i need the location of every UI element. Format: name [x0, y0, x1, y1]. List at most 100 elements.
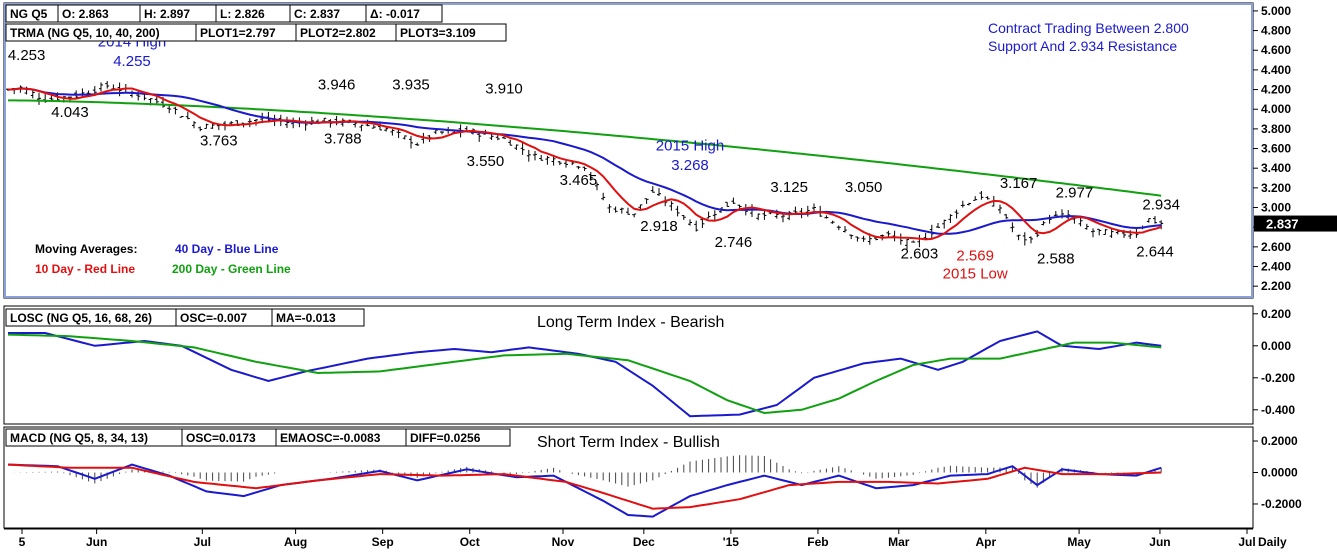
y-tick-label: -0.400 [1261, 403, 1295, 417]
macd-diff: DIFF=0.0256 [410, 431, 481, 445]
legend-40-day: 40 Day - Blue Line [175, 242, 279, 256]
losc-lines [7, 330, 1162, 418]
y-tick-label: 3.000 [1261, 201, 1291, 215]
plot2-label: PLOT2=2.802 [300, 26, 376, 40]
price-label: 3.550 [467, 153, 505, 170]
macd-signal-line [7, 463, 1162, 510]
macd-diff-box [405, 428, 511, 447]
macd-emaosc: EMAOSC=-0.0083 [280, 431, 381, 445]
losc-osc: OSC=-0.007 [180, 311, 247, 325]
macd-osc: OSC=0.0173 [186, 431, 256, 445]
info-high: H: 2.897 [144, 7, 190, 21]
x-tick-label: Jul [1238, 535, 1255, 549]
price-panel-frame [3, 2, 1254, 299]
losc-axis: 0.200 0.000 -0.200 -0.400 [1253, 307, 1295, 417]
price-label: 2015 High [656, 138, 724, 155]
x-tick-label: Aug [284, 535, 307, 549]
plot3-label: PLOT3=3.109 [400, 26, 476, 40]
price-label: 3.268 [671, 157, 709, 174]
price-label: 4.043 [51, 104, 89, 121]
ma-200-line [8, 99, 1162, 197]
y-tick-label: 4.000 [1261, 102, 1291, 116]
plot1-label: PLOT1=2.797 [200, 26, 276, 40]
y-tick-label: -0.200 [1261, 371, 1295, 385]
price-label: 3.788 [324, 131, 362, 148]
x-tick-label: Jun [1149, 535, 1170, 549]
trma-label: TRMA (NG Q5, 10, 40, 200) [10, 26, 160, 40]
y-tick-label: 4.600 [1261, 43, 1291, 57]
y-tick-label: 3.200 [1261, 181, 1291, 195]
info-low: L: 2.826 [220, 7, 265, 21]
price-label: 2015 Low [943, 265, 1008, 282]
losc-title: Long Term Index - Bearish [537, 314, 724, 331]
info-change-box [365, 4, 443, 23]
macd-line [7, 463, 1162, 518]
info-row-2: TRMA (NG Q5, 10, 40, 200) PLOT1=2.797 PL… [5, 23, 507, 42]
x-tick-label: Nov [552, 535, 575, 549]
y-tick-label: 0.000 [1261, 339, 1291, 353]
losc-info: LOSC (NG Q5, 16, 68, 26) [10, 311, 152, 325]
y-tick-label: 3.800 [1261, 122, 1291, 136]
macd-lines [7, 463, 1162, 518]
legend-10-day: 10 Day - Red Line [35, 262, 135, 276]
macd-panel: 0.2000 0.0000 -0.2000 MACD (NG Q5, 8, 34, … [3, 426, 1302, 529]
price-axis: 2.2002.4002.6002.8003.0003.2003.4003.600… [1253, 4, 1291, 293]
x-axis: 5 Jun Jul Aug Sep Oct Nov Dec '15 Feb Mar Apr May Jun… [4, 528, 1256, 549]
x-tick-label: May [1067, 535, 1091, 549]
ma-40-line [7, 87, 1162, 235]
x-tick-label: '15 [723, 535, 740, 549]
price-panel-highlight [4, 3, 1253, 298]
price-label: 4.253 [8, 47, 46, 64]
price-label: 2.977 [1056, 185, 1094, 202]
moving-averages [7, 87, 1162, 241]
last-price-value: 2.837 [1266, 217, 1299, 232]
price-label: 3.946 [318, 77, 356, 94]
losc-ma: MA=-0.013 [276, 311, 336, 325]
info-symbol: NG Q5 [10, 7, 48, 21]
info-row-1: NG Q5 O: 2.863 H: 2.897 L: 2.826 C: 2.83… [5, 4, 443, 23]
annotation-line-2: Support And 2.934 Resistance [988, 38, 1177, 54]
y-tick-label: -0.2000 [1261, 497, 1302, 511]
y-tick-label: 0.0000 [1261, 465, 1298, 479]
period-label: Daily [1258, 535, 1287, 549]
price-label: 4.255 [113, 53, 151, 70]
price-label: 3.910 [485, 80, 523, 97]
x-tick-label: Feb [807, 535, 828, 549]
price-label: 3.763 [200, 133, 238, 150]
losc-ma-box [271, 308, 365, 327]
y-tick-label: 5.000 [1261, 4, 1291, 18]
y-tick-label: 3.400 [1261, 161, 1291, 175]
ma-10-line [7, 87, 1162, 241]
price-panel: 2.2002.4002.6002.8003.0003.2003.4003.600… [3, 2, 1337, 299]
y-tick-label: 2.200 [1261, 279, 1291, 293]
price-label: 2.588 [1037, 251, 1075, 268]
price-label: 2.934 [1142, 196, 1180, 213]
price-label: 3.125 [770, 179, 808, 196]
y-tick-label: 2.400 [1261, 260, 1291, 274]
last-price-box [1254, 215, 1337, 232]
price-label: 2.746 [715, 234, 753, 251]
y-tick-label: 4.400 [1261, 63, 1291, 77]
x-tick-label: Jun [86, 535, 107, 549]
price-label: 2.603 [901, 246, 939, 263]
info-change: Δ: -0.017 [370, 7, 420, 21]
info-open: O: 2.863 [62, 7, 109, 21]
losc-panel: 0.200 0.000 -0.200 -0.400 LOSC (NG Q5, 16, … [3, 305, 1295, 425]
x-tick-label: Jul [194, 535, 211, 549]
ma-legend: Moving Averages: 40 Day - Blue Line 10 D… [35, 242, 291, 276]
last-price-marker: 2.837 [1254, 215, 1337, 232]
legend-heading: Moving Averages: [35, 242, 137, 256]
losc-ma-line [7, 333, 1162, 415]
info-close: C: 2.837 [294, 7, 340, 21]
annotation-line-1: Contract Trading Between 2.800 [988, 20, 1189, 36]
y-tick-label: 2.600 [1261, 240, 1291, 254]
price-label: 3.050 [845, 179, 883, 196]
x-tick-label: 5 [19, 535, 26, 549]
price-label: 3.465 [560, 172, 598, 189]
y-tick-label: 0.200 [1261, 307, 1291, 321]
price-label: 3.167 [1000, 175, 1038, 192]
price-label: 2.644 [1136, 244, 1174, 261]
y-tick-label: 3.600 [1261, 142, 1291, 156]
